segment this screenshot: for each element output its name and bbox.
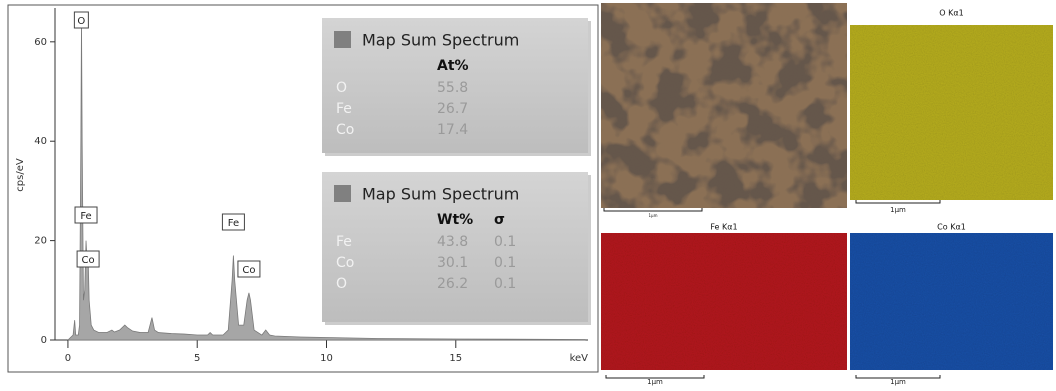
map-label: Fe Kα1 bbox=[710, 223, 737, 232]
map-image bbox=[850, 25, 1053, 200]
x-tick-label: 5 bbox=[194, 353, 200, 364]
x-tick-label: 0 bbox=[65, 353, 71, 364]
scale-bar bbox=[605, 375, 705, 379]
x-tick-label: 15 bbox=[449, 353, 462, 364]
cell: 55.8 bbox=[437, 80, 468, 96]
row-label: Fe bbox=[336, 234, 352, 250]
legend-swatch bbox=[334, 31, 351, 48]
map-label: Co Kα1 bbox=[937, 223, 966, 232]
cell: 0.1 bbox=[494, 255, 516, 271]
row-label: Co bbox=[336, 122, 354, 138]
map-image bbox=[601, 233, 847, 370]
cell: 30.1 bbox=[437, 255, 468, 271]
peak-label: O bbox=[77, 16, 85, 27]
cell: 17.4 bbox=[437, 122, 468, 138]
column-header: At% bbox=[437, 58, 469, 74]
map-label: O Kα1 bbox=[939, 9, 963, 18]
cell: 43.8 bbox=[437, 234, 468, 250]
maps: 1μm O Kα1 1μm Fe Kα1 1μm Co Kα1 1μm bbox=[601, 3, 1053, 386]
cell: 0.1 bbox=[494, 234, 516, 250]
row-label: Fe bbox=[336, 101, 352, 117]
scale-bar bbox=[855, 375, 941, 379]
sem-shading bbox=[601, 3, 847, 208]
scale-label: 1μm bbox=[890, 206, 906, 214]
peak-label-box bbox=[73, 11, 89, 29]
y-tick-label: 60 bbox=[34, 37, 47, 48]
peak-label: Fe bbox=[80, 211, 91, 222]
y-axis-label: cps/eV bbox=[15, 158, 26, 192]
cell: 26.7 bbox=[437, 101, 468, 117]
scale-label: 1μm bbox=[890, 378, 906, 386]
scale-label: 1μm bbox=[649, 213, 658, 218]
column-header: σ bbox=[494, 212, 505, 228]
y-tick-label: 40 bbox=[34, 136, 47, 147]
legend-swatch bbox=[334, 185, 351, 202]
peak-label: Co bbox=[242, 265, 255, 276]
table-box bbox=[322, 18, 588, 153]
cell: 0.1 bbox=[494, 276, 516, 292]
scale-bar bbox=[855, 200, 941, 204]
peak-label: Fe bbox=[228, 218, 239, 229]
x-axis-label: keV bbox=[570, 353, 589, 364]
peak-label-box bbox=[237, 260, 261, 278]
scale-bar bbox=[603, 208, 703, 212]
cell: 26.2 bbox=[437, 276, 468, 292]
row-label: O bbox=[336, 276, 347, 292]
y-tick-label: 20 bbox=[34, 236, 47, 247]
row-label: Co bbox=[336, 255, 354, 271]
peak-label: Co bbox=[82, 255, 95, 266]
column-header: Wt% bbox=[437, 212, 473, 228]
x-tick-label: 10 bbox=[320, 353, 333, 364]
y-tick-label: 0 bbox=[41, 335, 47, 346]
scale-label: 1μm bbox=[647, 378, 663, 386]
table-box bbox=[322, 172, 588, 322]
peak-label-box bbox=[221, 213, 245, 231]
peak-label-box bbox=[74, 206, 98, 224]
table-title: Map Sum Spectrum bbox=[362, 185, 519, 204]
map-image bbox=[850, 233, 1053, 370]
table-title: Map Sum Spectrum bbox=[362, 31, 519, 50]
row-label: O bbox=[336, 80, 347, 96]
spectrum bbox=[67, 16, 586, 341]
peak-label-box bbox=[76, 250, 100, 268]
